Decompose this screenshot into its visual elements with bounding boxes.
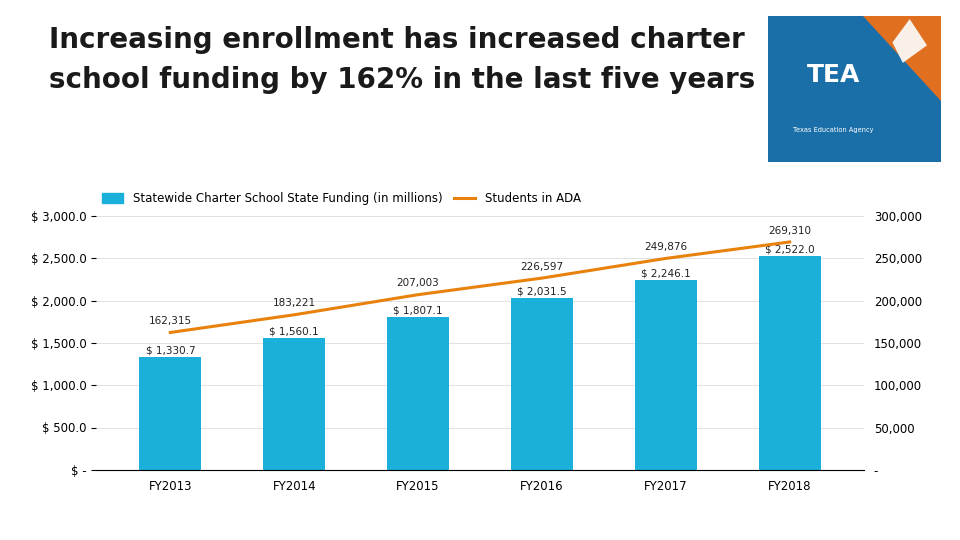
Text: $ 1,330.7: $ 1,330.7 <box>146 346 195 356</box>
Legend: Statewide Charter School State Funding (in millions), Students in ADA: Statewide Charter School State Funding (… <box>102 192 581 205</box>
Text: TEA: TEA <box>807 63 860 86</box>
Text: 162,315: 162,315 <box>149 316 192 326</box>
Bar <box>387 317 449 470</box>
Bar <box>758 256 821 470</box>
Text: $ 2,031.5: $ 2,031.5 <box>517 286 566 296</box>
Text: 207,003: 207,003 <box>396 278 440 288</box>
Text: Texas Education Agency: Texas Education Agency <box>793 127 874 133</box>
Text: TEA Statewide Summary of Finances, March 2018: TEA Statewide Summary of Finances, March… <box>19 516 297 525</box>
Text: $ 2,246.1: $ 2,246.1 <box>641 268 690 278</box>
Bar <box>139 357 202 470</box>
Bar <box>263 338 325 470</box>
Text: $ 2,522.0: $ 2,522.0 <box>765 245 814 255</box>
Text: 249,876: 249,876 <box>644 242 687 252</box>
Polygon shape <box>893 19 927 63</box>
Text: 226,597: 226,597 <box>520 262 564 272</box>
Text: Increasing enrollment has increased charter
school funding by 162% in the last f: Increasing enrollment has increased char… <box>49 26 755 94</box>
Text: 60: 60 <box>917 516 931 525</box>
Bar <box>635 280 697 470</box>
Text: $ 1,807.1: $ 1,807.1 <box>394 306 443 315</box>
Text: 183,221: 183,221 <box>273 299 316 308</box>
Polygon shape <box>863 16 941 101</box>
Text: $ 1,560.1: $ 1,560.1 <box>270 326 319 336</box>
Bar <box>511 298 573 470</box>
Text: 269,310: 269,310 <box>768 226 811 235</box>
